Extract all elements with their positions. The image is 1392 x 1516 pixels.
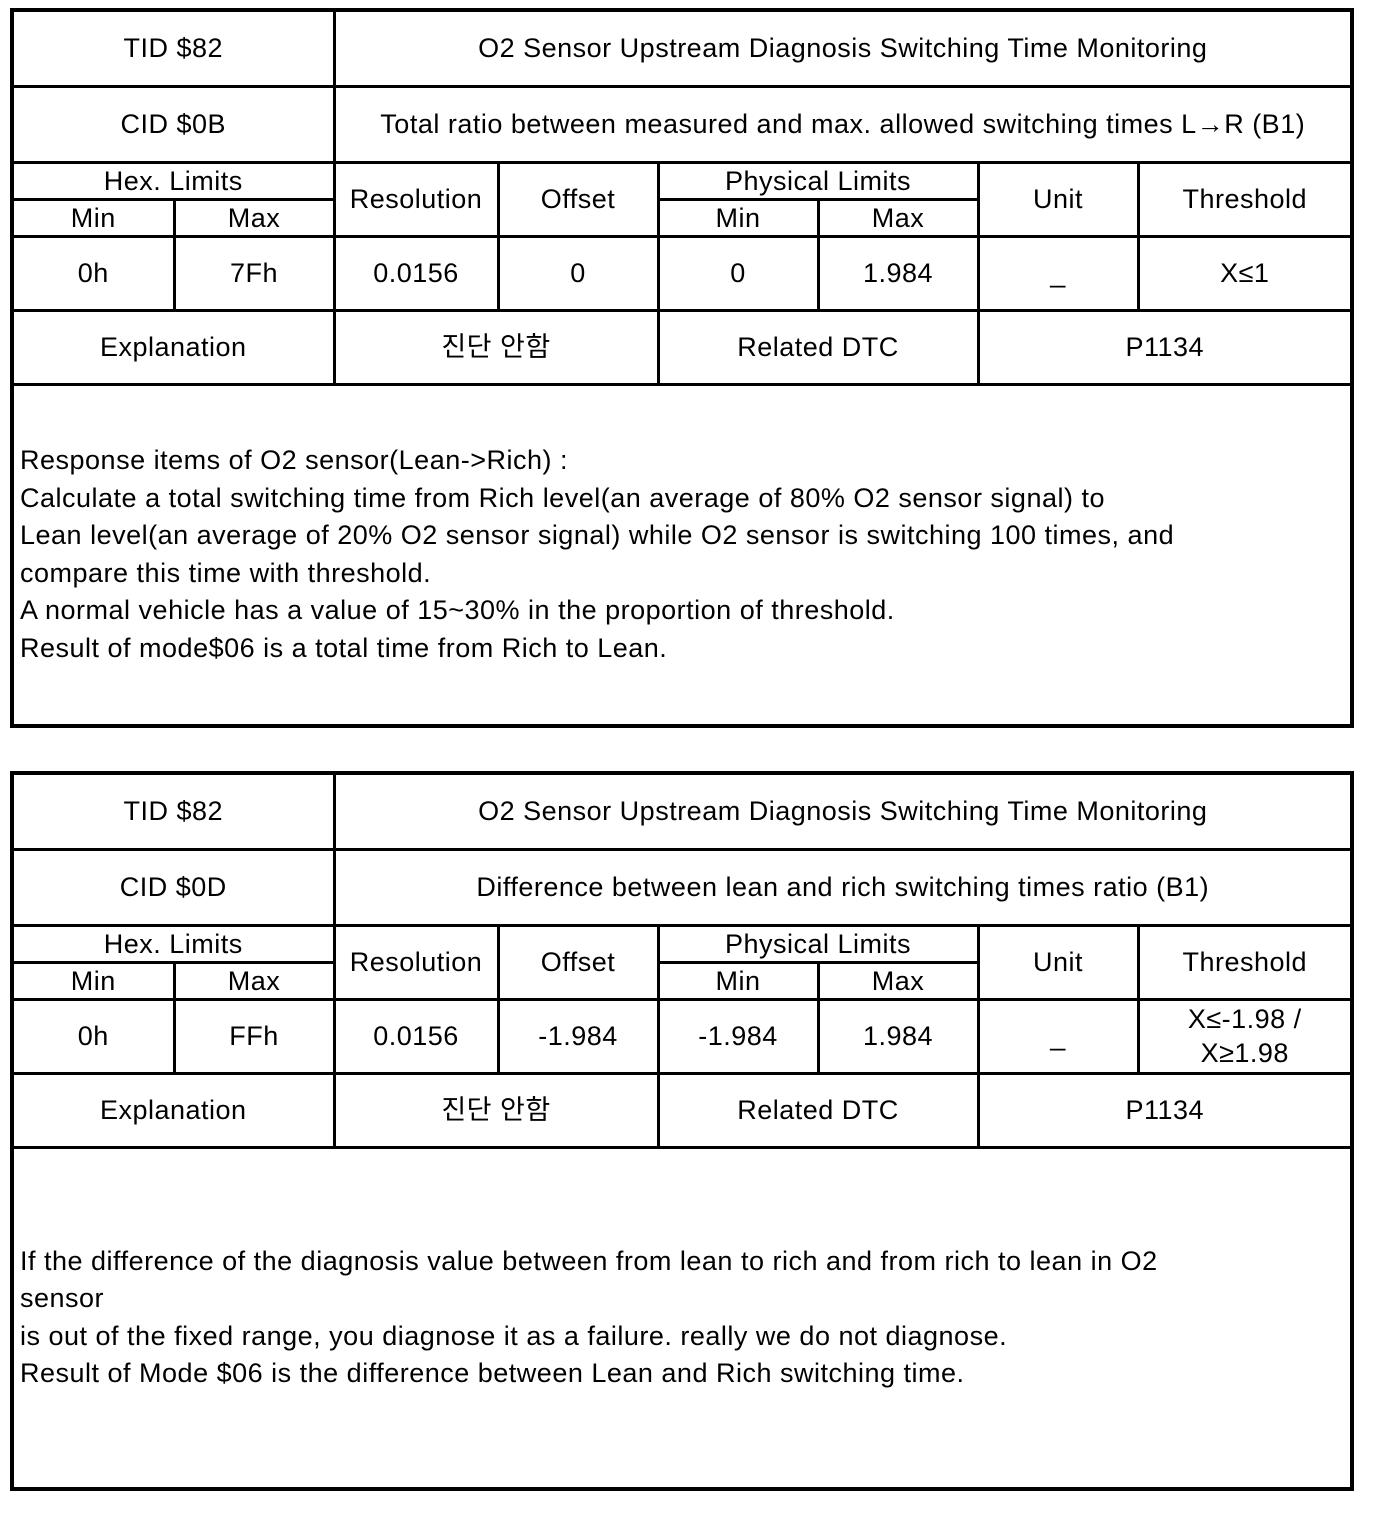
related-dtc-value: P1134 — [976, 1071, 1354, 1149]
cid-cell: CID $0B — [10, 84, 336, 164]
explanation-value: 진단 안함 — [332, 1071, 660, 1149]
resolution-value: 0.0156 — [332, 234, 500, 312]
cid-description-cell: Total ratio between measured and max. al… — [332, 84, 1354, 164]
cid-description-cell: Difference between lean and rich switchi… — [332, 847, 1354, 927]
description-line: Lean level(an average of 20% O2 sensor s… — [20, 520, 1175, 551]
phys-min-value: 0 — [656, 234, 820, 312]
unit-value: _ — [976, 997, 1140, 1075]
unit-header: Unit — [976, 160, 1140, 238]
resolution-header: Resolution — [332, 923, 500, 1001]
phys-max-value: 1.984 — [816, 234, 980, 312]
hex-limits-header: Hex. Limits — [10, 923, 336, 964]
phys-max-header: Max — [816, 197, 980, 238]
hex-min-header: Min — [10, 197, 176, 238]
offset-value: 0 — [496, 234, 660, 312]
description-line: compare this time with threshold. — [20, 557, 432, 588]
hex-min-header: Min — [10, 960, 176, 1001]
tid-cell: TID $82 — [10, 8, 336, 88]
threshold-value: X≤-1.98 / X≥1.98 — [1136, 997, 1354, 1075]
description-line: is out of the fixed range, you diagnose … — [20, 1320, 1008, 1351]
hex-max-header: Max — [172, 197, 336, 238]
hex-max-header: Max — [172, 960, 336, 1001]
description-line: sensor — [20, 1283, 105, 1314]
threshold-value: X≤1 — [1136, 234, 1354, 312]
description-line: A normal vehicle has a value of 15~30% i… — [20, 595, 895, 626]
physical-limits-header: Physical Limits — [656, 923, 980, 964]
hex-min-value: 0h — [10, 997, 176, 1075]
phys-max-header: Max — [816, 960, 980, 1001]
unit-header: Unit — [976, 923, 1140, 1001]
offset-value: -1.984 — [496, 997, 660, 1075]
explanation-label: Explanation — [10, 1071, 336, 1149]
monitor-spec-table-cid-0d: TID $82 O2 Sensor Upstream Diagnosis Swi… — [10, 771, 1354, 1491]
unit-value: _ — [976, 234, 1140, 312]
cid-cell: CID $0D — [10, 847, 336, 927]
hex-max-value: FFh — [172, 997, 336, 1075]
phys-min-header: Min — [656, 197, 820, 238]
description-cell: If the difference of the diagnosis value… — [10, 1145, 1354, 1491]
threshold-header: Threshold — [1136, 160, 1354, 238]
hex-min-value: 0h — [10, 234, 176, 312]
explanation-label: Explanation — [10, 308, 336, 386]
related-dtc-label: Related DTC — [656, 308, 980, 386]
resolution-value: 0.0156 — [332, 997, 500, 1075]
resolution-header: Resolution — [332, 160, 500, 238]
threshold-header: Threshold — [1136, 923, 1354, 1001]
hex-max-value: 7Fh — [172, 234, 336, 312]
test-title-cell: O2 Sensor Upstream Diagnosis Switching T… — [332, 771, 1354, 851]
explanation-value: 진단 안함 — [332, 308, 660, 386]
hex-limits-header: Hex. Limits — [10, 160, 336, 201]
description-line: Result of Mode $06 is the difference bet… — [20, 1358, 965, 1389]
description-line: Result of mode$06 is a total time from R… — [20, 632, 668, 663]
phys-max-value: 1.984 — [816, 997, 980, 1075]
monitor-spec-table-cid-0b: TID $82 O2 Sensor Upstream Diagnosis Swi… — [10, 8, 1354, 728]
phys-min-header: Min — [656, 960, 820, 1001]
phys-min-value: -1.984 — [656, 997, 820, 1075]
related-dtc-value: P1134 — [976, 308, 1354, 386]
tid-cell: TID $82 — [10, 771, 336, 851]
offset-header: Offset — [496, 160, 660, 238]
test-title-cell: O2 Sensor Upstream Diagnosis Switching T… — [332, 8, 1354, 88]
description-cell: Response items of O2 sensor(Lean->Rich) … — [10, 382, 1354, 728]
description-line: Response items of O2 sensor(Lean->Rich) … — [20, 445, 568, 476]
physical-limits-header: Physical Limits — [656, 160, 980, 201]
related-dtc-label: Related DTC — [656, 1071, 980, 1149]
description-line: If the difference of the diagnosis value… — [20, 1245, 1158, 1276]
description-line: Calculate a total switching time from Ri… — [20, 482, 1105, 513]
offset-header: Offset — [496, 923, 660, 1001]
